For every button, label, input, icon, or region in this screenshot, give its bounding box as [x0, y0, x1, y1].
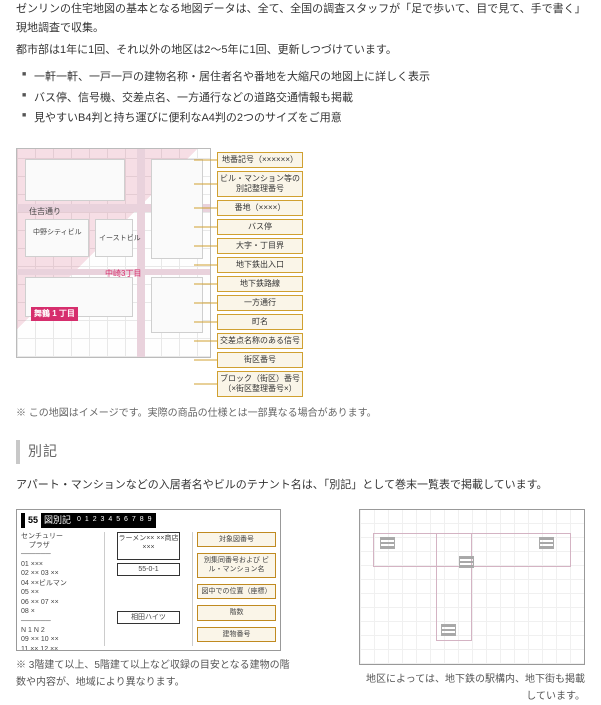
index-tag: 階数 [197, 605, 276, 620]
index-tag: 図中での位置（座標） [197, 584, 276, 599]
bullet-item: 見やすいB4判と持ち運びに便利なA4判の2つのサイズをご用意 [22, 109, 585, 128]
index-title: 図別記 [44, 513, 71, 528]
intro-line-1: ゼンリンの住宅地図の基本となる地図データは、全て、全国の調査スタッフが「足で歩い… [16, 0, 585, 37]
map-callout: ビル・マンション等の別記整理番号 [217, 171, 303, 197]
section-heading: 別記 [16, 440, 585, 464]
map-callout: 地下鉄出入口 [217, 257, 303, 273]
map-callout: 地番記号（××××××） [217, 152, 303, 168]
map-callout: 地下鉄路線 [217, 276, 303, 292]
map-callout: 街区番号 [217, 352, 303, 368]
map-callout: 交差点名称のある信号 [217, 333, 303, 349]
intro-bullets: 一軒一軒、一戸一戸の建物名称・居住者名や番地を大縮尺の地図上に詳しく表示 バス停… [16, 68, 585, 128]
section-desc: アパート・マンションなどの入居者名やビルのテナント名は、「別記」として巻末一覧表… [16, 476, 585, 495]
index-note: ※ 3階建て以上、5階建て以上など収録の目安となる建物の階数や内容が、地域により… [16, 657, 298, 691]
index-tag: 別集同番号および ビル・マンション名 [197, 553, 276, 578]
sample-map-image: 住吉通り 中野シティビル イーストビル 中崎3丁目 舞鶴 1 丁目 [16, 148, 211, 358]
bullet-item: バス停、信号機、交差点名、一方通行などの道路交通情報も掲載 [22, 89, 585, 108]
index-col-mid: ラーメン×× ××商店 ××× 55-0-1 相田ハイツ [104, 532, 193, 646]
index-tag: 対象図番号 [197, 532, 276, 547]
map-callout: 一方通行 [217, 295, 303, 311]
index-tag: 建物番号 [197, 627, 276, 642]
map-callout: 番地（××××） [217, 200, 303, 216]
map-callout-list: 地番記号（××××××） ビル・マンション等の別記整理番号 番地（××××） バ… [217, 148, 303, 397]
index-col-left: センチュリー プラザ ────── 01 ××× 02 ×× 03 ×× 04 … [21, 532, 100, 646]
intro-line-2: 都市部は1年に1回、それ以外の地区は2〜5年に1回、更新しつづけています。 [16, 41, 585, 60]
bekki-index-chart: 55 図別記 0 1 2 3 4 5 6 7 8 9 センチュリー プラザ ──… [16, 509, 281, 651]
map-callout: バス停 [217, 219, 303, 235]
map-callout: 町名 [217, 314, 303, 330]
map-callout: 大字・丁目界 [217, 238, 303, 254]
map-note: ※ この地図はイメージです。実際の商品の仕様とは一部異なる場合があります。 [16, 405, 585, 422]
bullet-item: 一軒一軒、一戸一戸の建物名称・居住者名や番地を大縮尺の地図上に詳しく表示 [22, 68, 585, 87]
index-col-right: 対象図番号 別集同番号および ビル・マンション名 図中での位置（座標） 階数 建… [197, 532, 276, 646]
map-callout: ブロック（街区）番号（×街区整理番号×） [217, 371, 303, 397]
index-number: 55 [25, 513, 41, 528]
subway-map-image [359, 509, 585, 665]
